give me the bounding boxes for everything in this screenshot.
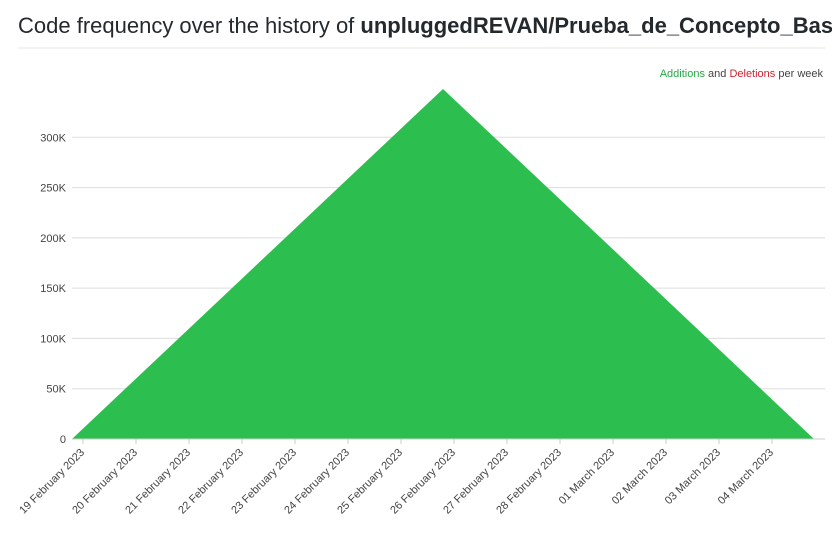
legend-text: and <box>708 68 726 80</box>
area <box>72 89 814 440</box>
repo-name: unpluggedREVAN/Prueba_de_Concepto_Bases <box>360 13 832 38</box>
title-text: Code frequency over the history of <box>18 13 355 38</box>
x-tick-label: 01 March 2023 <box>557 447 617 507</box>
legend-entry: Deletions <box>729 68 775 80</box>
y-tick-label: 300K <box>40 132 66 144</box>
y-tick-label: 0 <box>60 434 66 446</box>
legend: Additions and Deletions per week <box>660 68 824 80</box>
y-tick-label: 150K <box>40 283 66 295</box>
y-tick-label: 50K <box>46 384 66 396</box>
y-tick-label: 100K <box>40 333 66 345</box>
chart-title: Code frequency over the history of unplu… <box>18 13 832 38</box>
x-tick-label: 03 March 2023 <box>663 447 723 507</box>
y-tick-label: 200K <box>40 233 66 245</box>
y-tick-label: 250K <box>40 183 66 195</box>
legend-text: per week <box>778 68 823 80</box>
x-tick-label: 02 March 2023 <box>610 447 670 507</box>
legend-entry: Additions <box>660 68 706 80</box>
x-tick-label: 04 March 2023 <box>716 447 776 507</box>
